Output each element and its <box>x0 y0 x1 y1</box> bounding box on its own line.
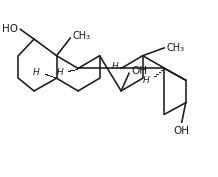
Text: OH: OH <box>131 66 147 76</box>
Text: H: H <box>57 68 63 77</box>
Text: CH₃: CH₃ <box>166 43 184 53</box>
Text: H: H <box>111 62 118 71</box>
Text: CH₃: CH₃ <box>72 31 90 41</box>
Text: HO: HO <box>2 24 18 34</box>
Text: H: H <box>143 76 150 85</box>
Text: H: H <box>33 68 40 77</box>
Text: OH: OH <box>174 126 190 136</box>
